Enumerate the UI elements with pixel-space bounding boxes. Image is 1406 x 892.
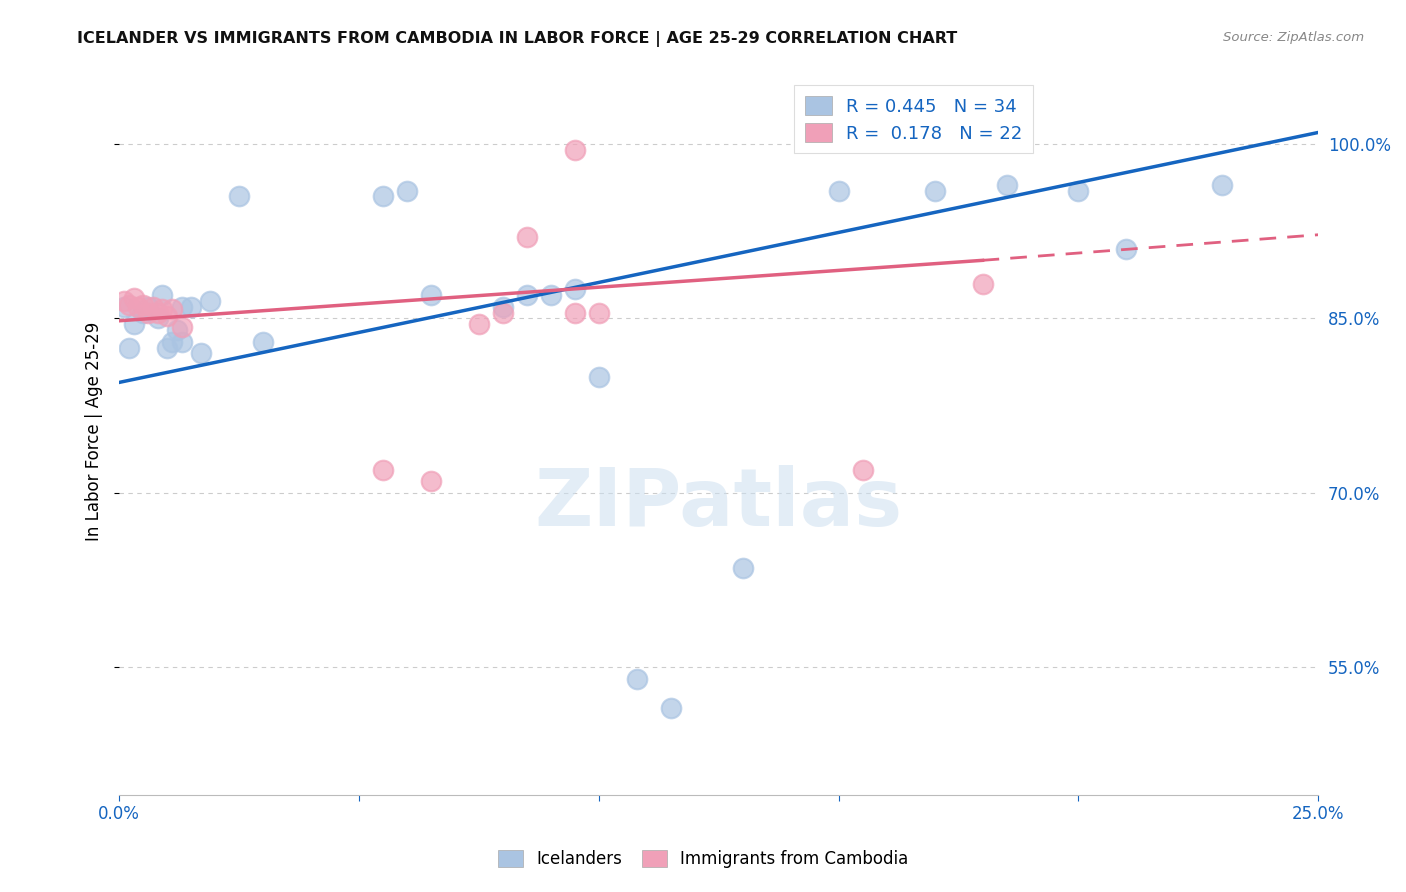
- Point: [160, 302, 183, 317]
- Point: [626, 672, 648, 686]
- Point: [492, 305, 515, 319]
- Point: [395, 184, 418, 198]
- Point: [190, 346, 212, 360]
- Point: [852, 462, 875, 476]
- Point: [180, 300, 202, 314]
- Point: [146, 311, 169, 326]
- Point: [420, 474, 443, 488]
- Point: [516, 230, 538, 244]
- Point: [420, 288, 443, 302]
- Point: [170, 319, 193, 334]
- Point: [1067, 184, 1090, 198]
- Point: [146, 305, 169, 319]
- Text: ICELANDER VS IMMIGRANTS FROM CAMBODIA IN LABOR FORCE | AGE 25-29 CORRELATION CHA: ICELANDER VS IMMIGRANTS FROM CAMBODIA IN…: [77, 31, 957, 47]
- Point: [136, 305, 159, 319]
- Legend: R = 0.445   N = 34, R =  0.178   N = 22: R = 0.445 N = 34, R = 0.178 N = 22: [794, 85, 1033, 153]
- Point: [200, 293, 222, 308]
- Point: [132, 305, 155, 319]
- Text: ZIPatlas: ZIPatlas: [534, 466, 903, 543]
- Point: [995, 178, 1018, 192]
- Point: [160, 334, 183, 349]
- Point: [659, 701, 682, 715]
- Point: [468, 318, 491, 332]
- Point: [136, 300, 159, 314]
- Point: [166, 323, 188, 337]
- Point: [142, 300, 165, 314]
- Point: [731, 561, 754, 575]
- Point: [118, 297, 141, 311]
- Text: Source: ZipAtlas.com: Source: ZipAtlas.com: [1223, 31, 1364, 45]
- Point: [156, 309, 179, 323]
- Point: [122, 318, 145, 332]
- Point: [827, 184, 849, 198]
- Point: [588, 305, 610, 319]
- Point: [122, 291, 145, 305]
- Legend: Icelanders, Immigrants from Cambodia: Icelanders, Immigrants from Cambodia: [491, 843, 915, 875]
- Point: [540, 288, 562, 302]
- Point: [564, 282, 586, 296]
- Point: [156, 341, 179, 355]
- Point: [588, 369, 610, 384]
- Point: [228, 189, 250, 203]
- Point: [924, 184, 946, 198]
- Point: [972, 277, 994, 291]
- Point: [1115, 242, 1137, 256]
- Point: [564, 143, 586, 157]
- Point: [118, 341, 141, 355]
- Point: [170, 300, 193, 314]
- Point: [1211, 178, 1233, 192]
- Y-axis label: In Labor Force | Age 25-29: In Labor Force | Age 25-29: [86, 322, 103, 541]
- Point: [492, 300, 515, 314]
- Point: [252, 334, 274, 349]
- Point: [127, 300, 149, 314]
- Point: [112, 300, 135, 314]
- Point: [371, 462, 394, 476]
- Point: [152, 288, 174, 302]
- Point: [132, 297, 155, 311]
- Point: [564, 305, 586, 319]
- Point: [152, 302, 174, 317]
- Point: [371, 189, 394, 203]
- Point: [516, 288, 538, 302]
- Point: [112, 293, 135, 308]
- Point: [170, 334, 193, 349]
